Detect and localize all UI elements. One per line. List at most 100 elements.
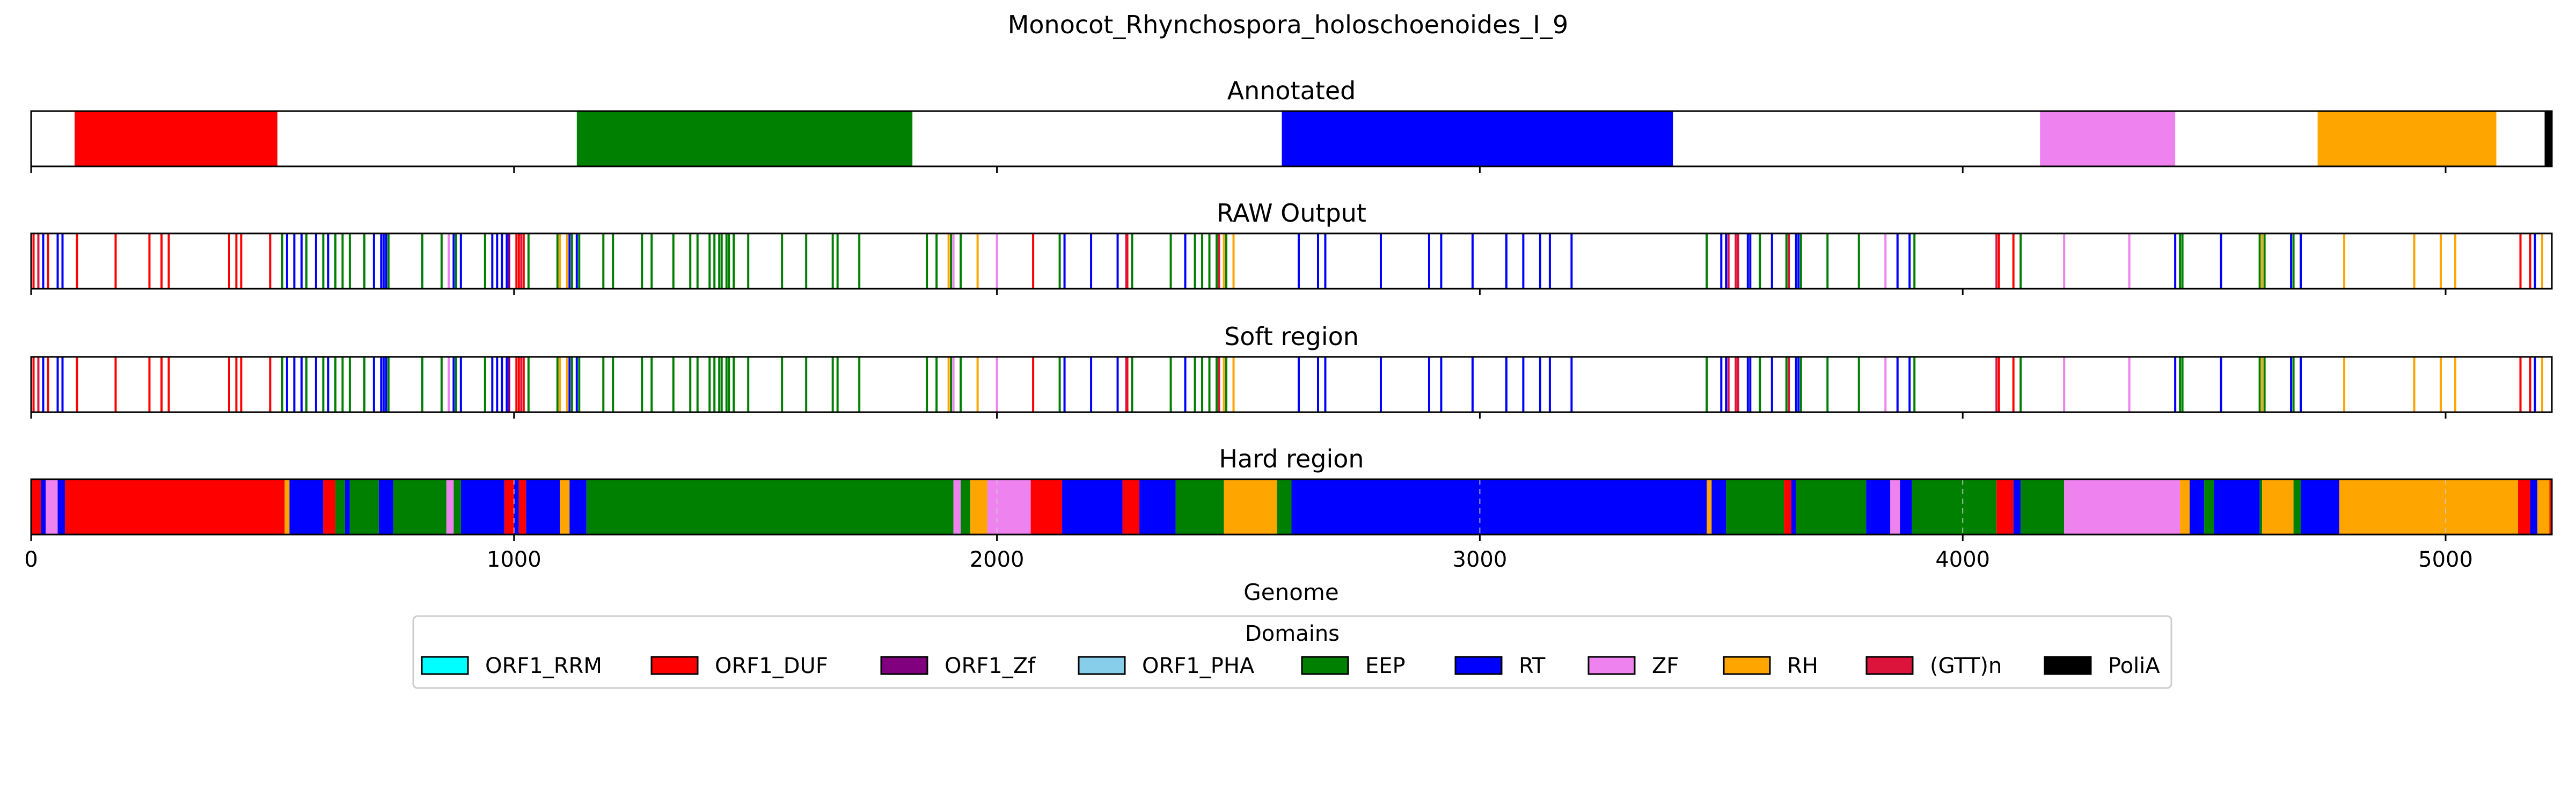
region-eep <box>586 479 954 535</box>
region-orf1duf <box>1030 479 1063 535</box>
region-rh <box>1707 479 1712 535</box>
region-rt <box>1791 479 1796 535</box>
region-orf1duf <box>518 479 526 535</box>
panel-annotated: Annotated <box>30 76 2553 173</box>
x-tick-label: 2000 <box>970 547 1024 572</box>
region-orf1duf <box>504 479 514 535</box>
region-orf1duf <box>74 111 277 166</box>
legend-item-gttn: (GTT)n <box>1865 654 2002 678</box>
region-eep <box>1912 479 1997 535</box>
legend-label: RT <box>1519 654 1546 678</box>
x-tick-label: 1000 <box>487 547 541 572</box>
legend-label: (GTT)n <box>1930 654 2002 678</box>
legend-swatch <box>1301 656 1349 675</box>
region-rt <box>1866 479 1891 535</box>
region-rh <box>284 479 290 535</box>
region-orf1duf <box>2549 479 2552 535</box>
region-rt <box>569 479 587 535</box>
legend-swatch <box>1078 656 1126 675</box>
legend-swatch <box>1587 656 1636 675</box>
region-rt <box>57 479 65 535</box>
legend-item-orf1duf: ORF1_DUF <box>650 654 828 678</box>
region-eep <box>1796 479 1867 535</box>
region-zf <box>2040 111 2176 166</box>
region-eep <box>2259 479 2263 535</box>
legend-item-eep: EEP <box>1301 654 1406 678</box>
legend-item-zf: ZF <box>1587 654 1679 678</box>
region-rt <box>1291 479 1707 535</box>
region-rt <box>40 479 46 535</box>
region-rt <box>1711 479 1726 535</box>
region-orf1duf <box>2518 479 2530 535</box>
legend-label: EEP <box>1365 654 1406 678</box>
legend-swatch <box>421 656 469 675</box>
legend-item-orf1zf: ORF1_Zf <box>880 654 1036 678</box>
figure-title: Monocot_Rhynchospora_holoschoenoides_I_9 <box>1008 10 1569 39</box>
panel-hard-region: Hard region <box>30 444 2553 541</box>
region-rt <box>345 479 350 535</box>
region-eep <box>1175 479 1224 535</box>
region-eep <box>2293 479 2301 535</box>
x-tick-label: 3000 <box>1453 547 1507 572</box>
panel-frame <box>30 110 2553 167</box>
region-zf <box>953 479 961 535</box>
region-orf1duf <box>323 479 335 535</box>
panel-raw-output: RAW Output <box>30 199 2553 295</box>
region-rt <box>526 479 560 535</box>
region-rt <box>2214 479 2260 535</box>
legend-item-rt: RT <box>1454 654 1546 678</box>
panel-title: Hard region <box>1219 444 1364 473</box>
panel-frame <box>30 478 2553 536</box>
region-rh <box>2537 479 2550 535</box>
legend-swatch <box>650 656 699 675</box>
region-eep <box>393 479 447 535</box>
x-tick-label: 5000 <box>2418 547 2473 572</box>
legend-swatch <box>1454 656 1503 675</box>
region-rt <box>460 479 504 535</box>
region-rh <box>970 479 987 535</box>
region-rt <box>2013 479 2021 535</box>
region-zf <box>2064 479 2180 535</box>
legend-label: ZF <box>1652 654 1679 678</box>
region-rh <box>560 479 570 535</box>
panel-title: Annotated <box>1227 76 1356 105</box>
region-rh <box>2180 479 2190 535</box>
legend-item-orf1pha: ORF1_PHA <box>1078 654 1255 678</box>
legend-label: ORF1_RRM <box>485 654 602 678</box>
legend-swatch <box>2044 656 2092 675</box>
region-orf1duf <box>1784 479 1791 535</box>
region-eep <box>961 479 971 535</box>
panel-frame <box>30 356 2553 413</box>
legend-swatch <box>1723 656 1771 675</box>
region-eep <box>1277 479 1292 535</box>
legend-label: ORF1_Zf <box>945 654 1036 678</box>
region-rt <box>2530 479 2538 535</box>
legend-item-polia: PoliA <box>2044 654 2160 678</box>
region-polia <box>2544 111 2552 166</box>
region-rh <box>2339 479 2519 535</box>
legend-label: ORF1_DUF <box>715 654 828 678</box>
panel-title: RAW Output <box>1217 199 1366 228</box>
region-orf1duf <box>31 479 41 535</box>
region-rt <box>1900 479 1912 535</box>
region-zf <box>987 479 1031 535</box>
legend-title: Domains <box>1245 621 1340 646</box>
region-orf1duf <box>64 479 285 535</box>
region-eep <box>2021 479 2065 535</box>
region-rt <box>1139 479 1176 535</box>
panels-group: Annotated RAW Output Soft region Hard regio… <box>30 76 2553 541</box>
region-eep <box>335 479 345 535</box>
region-eep <box>1726 479 1784 535</box>
x-tick-label: 4000 <box>1935 547 1990 572</box>
legend-swatch <box>880 656 928 675</box>
region-rh <box>1224 479 1277 535</box>
legend-item-rh: RH <box>1723 654 1818 678</box>
region-zf <box>45 479 58 535</box>
region-rt <box>378 479 393 535</box>
region-eep <box>349 479 379 535</box>
region-rt <box>2190 479 2205 535</box>
x-axis: 0 1000 2000 3000 4000 5000 <box>24 547 2473 572</box>
legend-label: PoliA <box>2108 654 2160 678</box>
x-axis-label: Genome <box>1243 579 1338 605</box>
